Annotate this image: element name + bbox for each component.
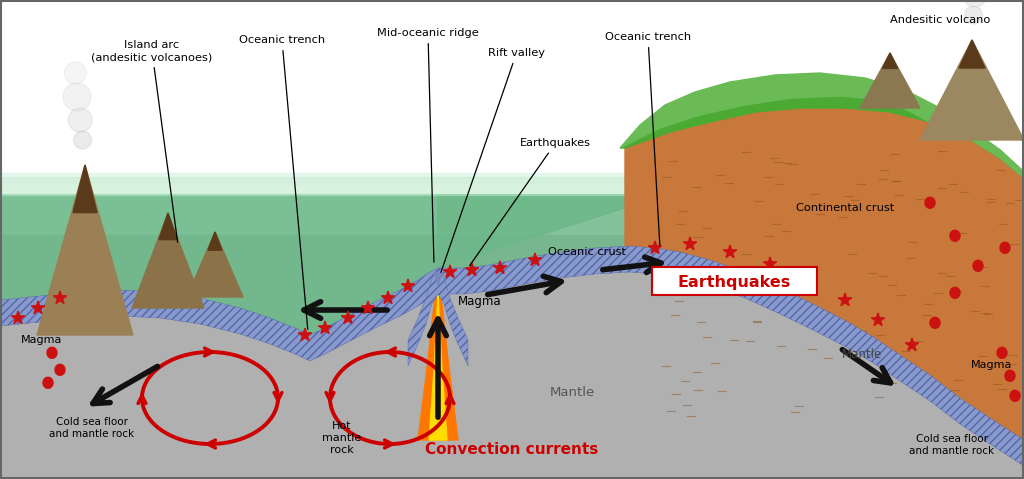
Text: Rift valley: Rift valley xyxy=(441,48,545,273)
Polygon shape xyxy=(1005,370,1015,381)
Polygon shape xyxy=(839,293,852,306)
Polygon shape xyxy=(55,365,65,375)
Polygon shape xyxy=(0,177,665,195)
Polygon shape xyxy=(528,253,542,266)
Text: Oceanic trench: Oceanic trench xyxy=(605,32,691,245)
Text: Island arc
(andesitic volcanoes): Island arc (andesitic volcanoes) xyxy=(91,40,213,242)
Polygon shape xyxy=(159,213,177,240)
Circle shape xyxy=(74,131,91,149)
Polygon shape xyxy=(47,347,57,358)
Text: Magma: Magma xyxy=(972,360,1013,370)
Polygon shape xyxy=(930,317,940,328)
Polygon shape xyxy=(53,291,67,304)
Polygon shape xyxy=(625,108,1024,440)
Polygon shape xyxy=(959,40,985,68)
Polygon shape xyxy=(37,165,133,335)
Text: Andesitic volcano: Andesitic volcano xyxy=(890,15,990,25)
Polygon shape xyxy=(361,301,375,314)
Polygon shape xyxy=(43,377,53,388)
Polygon shape xyxy=(401,279,415,292)
Text: Magma: Magma xyxy=(22,335,62,345)
Polygon shape xyxy=(950,287,959,298)
Polygon shape xyxy=(648,241,662,254)
Text: Cold sea floor
and mantle rock: Cold sea floor and mantle rock xyxy=(49,417,134,439)
Polygon shape xyxy=(494,261,507,274)
Polygon shape xyxy=(11,311,25,324)
Circle shape xyxy=(63,83,91,111)
Text: Hot
mantle
rock: Hot mantle rock xyxy=(323,422,361,455)
Polygon shape xyxy=(973,260,983,271)
Polygon shape xyxy=(804,275,817,288)
Polygon shape xyxy=(429,290,447,440)
Polygon shape xyxy=(723,245,736,258)
Polygon shape xyxy=(860,53,920,108)
Polygon shape xyxy=(438,246,1024,466)
Text: Mid-oceanic ridge: Mid-oceanic ridge xyxy=(377,28,479,262)
Polygon shape xyxy=(443,265,457,278)
Polygon shape xyxy=(298,328,311,341)
Text: Magma: Magma xyxy=(458,296,502,308)
Polygon shape xyxy=(187,232,243,297)
Text: Cold sea floor
and mantle rock: Cold sea floor and mantle rock xyxy=(909,434,994,456)
Polygon shape xyxy=(883,53,897,68)
Polygon shape xyxy=(32,301,45,314)
Polygon shape xyxy=(418,285,458,440)
Text: Earthquakes: Earthquakes xyxy=(470,138,591,266)
Polygon shape xyxy=(0,173,665,183)
Polygon shape xyxy=(620,73,1024,178)
Text: Earthquakes: Earthquakes xyxy=(677,274,791,289)
Polygon shape xyxy=(1010,390,1020,401)
Polygon shape xyxy=(408,268,468,366)
Text: Oceanic trench: Oceanic trench xyxy=(239,35,325,329)
Polygon shape xyxy=(620,96,1024,178)
Polygon shape xyxy=(0,195,665,335)
Polygon shape xyxy=(950,230,959,241)
Polygon shape xyxy=(925,197,935,208)
Polygon shape xyxy=(871,313,885,326)
Polygon shape xyxy=(1000,242,1010,253)
Polygon shape xyxy=(132,213,204,308)
Polygon shape xyxy=(438,195,665,268)
Text: Mantle: Mantle xyxy=(842,349,882,362)
Circle shape xyxy=(65,62,86,84)
Text: Convection currents: Convection currents xyxy=(425,443,599,457)
Text: Oceanic crust: Oceanic crust xyxy=(548,247,626,257)
Polygon shape xyxy=(381,291,394,304)
Polygon shape xyxy=(465,263,478,275)
Polygon shape xyxy=(73,165,97,213)
Polygon shape xyxy=(341,311,354,324)
Bar xyxy=(652,267,817,295)
Text: Mantle: Mantle xyxy=(549,386,595,399)
Polygon shape xyxy=(318,321,332,334)
Circle shape xyxy=(963,0,987,7)
Polygon shape xyxy=(683,237,696,250)
Polygon shape xyxy=(905,338,919,351)
Circle shape xyxy=(965,6,982,24)
Polygon shape xyxy=(0,268,438,361)
Text: Continental crust: Continental crust xyxy=(796,203,894,213)
Polygon shape xyxy=(763,257,776,270)
Circle shape xyxy=(69,108,92,132)
Polygon shape xyxy=(997,347,1007,358)
Polygon shape xyxy=(920,40,1024,140)
Polygon shape xyxy=(434,273,442,285)
Polygon shape xyxy=(208,232,222,250)
Polygon shape xyxy=(0,235,1024,479)
